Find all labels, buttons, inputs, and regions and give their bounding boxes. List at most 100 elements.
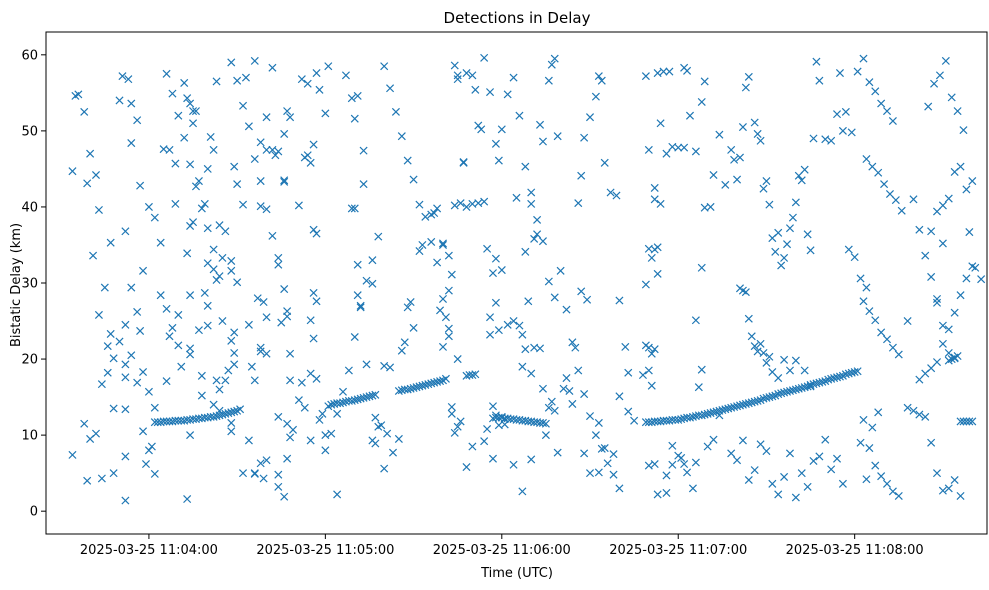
track-detection-marker xyxy=(236,405,245,414)
track-detection-marker xyxy=(427,379,436,388)
track-detection-marker xyxy=(774,390,783,399)
y-tick-label: 10 xyxy=(21,429,38,444)
detection-marker xyxy=(968,177,977,186)
track-detection-marker xyxy=(688,412,697,421)
detection-marker xyxy=(780,355,789,364)
track-detection-marker xyxy=(227,408,236,417)
detection-marker xyxy=(174,310,183,319)
detection-marker xyxy=(359,146,368,155)
detection-marker xyxy=(550,293,559,302)
detection-marker xyxy=(624,407,633,416)
detection-marker xyxy=(771,247,780,256)
detection-marker xyxy=(594,72,603,81)
detection-marker xyxy=(697,263,706,272)
detection-marker xyxy=(474,121,483,130)
detection-marker xyxy=(856,274,865,283)
x-tick-label: 2025-03-25 11:04:00 xyxy=(80,543,218,558)
detection-marker xyxy=(244,320,253,329)
detection-marker xyxy=(312,229,321,238)
detection-marker xyxy=(788,213,797,222)
track-detection-marker xyxy=(744,399,753,408)
detection-marker xyxy=(962,274,971,283)
detection-marker xyxy=(680,143,689,152)
track-detection-marker xyxy=(403,385,412,394)
detection-marker xyxy=(938,239,947,248)
detection-marker xyxy=(371,413,380,422)
detection-marker xyxy=(430,208,439,218)
detection-marker xyxy=(297,75,306,84)
track-detection-marker xyxy=(962,417,971,426)
detection-marker xyxy=(571,343,580,352)
detection-marker xyxy=(944,484,953,493)
detection-marker xyxy=(774,490,783,499)
detection-marker xyxy=(932,294,942,303)
detection-marker xyxy=(653,490,662,499)
track-detection-marker xyxy=(336,399,345,408)
detection-marker xyxy=(494,156,503,165)
detection-marker xyxy=(262,349,271,358)
track-detection-marker xyxy=(791,385,800,394)
track-detection-marker xyxy=(347,396,356,405)
detection-marker xyxy=(83,179,92,188)
detection-marker xyxy=(935,71,944,80)
detection-marker xyxy=(697,365,706,374)
detection-marker xyxy=(541,431,550,440)
detection-marker xyxy=(844,245,853,254)
detection-marker xyxy=(909,406,918,415)
detection-marker xyxy=(509,73,518,82)
detection-marker xyxy=(882,107,892,116)
detection-marker xyxy=(203,301,212,310)
detection-marker xyxy=(309,334,318,343)
detection-marker xyxy=(186,350,195,359)
detection-marker xyxy=(233,180,242,189)
detection-marker xyxy=(191,182,200,191)
detection-marker xyxy=(927,438,936,447)
detection-marker xyxy=(447,402,456,412)
detection-marker xyxy=(797,469,806,478)
detection-marker xyxy=(880,180,889,189)
detection-marker xyxy=(785,449,795,458)
detection-marker xyxy=(727,449,736,458)
track-detection-marker xyxy=(797,383,806,392)
detection-marker xyxy=(697,97,706,107)
detection-marker xyxy=(941,56,950,65)
detection-marker xyxy=(409,323,418,332)
track-detection-marker xyxy=(697,411,706,420)
track-detection-marker xyxy=(700,410,709,419)
detection-marker xyxy=(433,258,442,267)
track-detection-marker xyxy=(765,393,774,402)
track-detection-marker xyxy=(703,409,712,418)
detection-marker xyxy=(327,429,336,438)
detection-marker xyxy=(500,415,509,424)
detection-marker xyxy=(871,87,880,96)
detection-marker xyxy=(212,77,221,86)
track-detection-marker xyxy=(677,415,686,424)
detection-marker xyxy=(547,60,556,69)
detection-marker xyxy=(580,133,589,142)
detection-marker xyxy=(212,275,221,284)
detection-marker xyxy=(203,224,212,233)
detection-marker xyxy=(194,177,203,186)
detection-marker xyxy=(959,126,968,135)
detection-marker xyxy=(136,326,145,335)
detection-marker xyxy=(600,444,609,453)
detection-marker xyxy=(977,275,986,284)
detection-marker xyxy=(227,427,236,436)
detection-marker xyxy=(650,183,659,192)
detection-marker xyxy=(471,85,480,94)
detection-marker xyxy=(230,162,239,171)
detection-marker xyxy=(450,428,459,437)
detection-marker xyxy=(956,291,965,300)
detection-marker xyxy=(321,431,330,440)
track-detection-marker xyxy=(853,367,862,376)
detection-marker xyxy=(186,221,195,230)
detection-marker xyxy=(321,446,330,455)
detection-marker xyxy=(568,338,577,347)
detection-marker xyxy=(256,177,265,186)
detection-marker xyxy=(262,113,271,122)
detection-marker xyxy=(703,442,712,451)
detection-marker xyxy=(768,479,777,488)
detection-marker xyxy=(741,288,750,297)
detection-marker xyxy=(218,253,227,262)
detection-marker xyxy=(283,454,292,463)
